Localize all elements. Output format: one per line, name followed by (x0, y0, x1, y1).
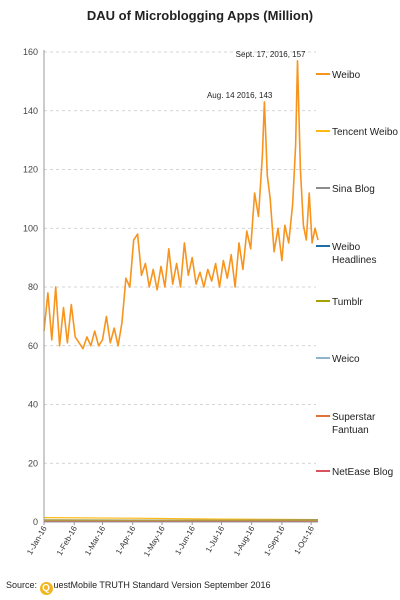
annotation-layer: Aug. 14 2016, 143 Sept. 17, 2016, 157 (207, 50, 306, 100)
legend-label: Tumblr (332, 297, 363, 308)
y-tick-label: 160 (23, 47, 38, 57)
source-prefix: Source: (6, 580, 38, 590)
x-tick-label: 1-Oct-16 (293, 524, 317, 556)
legend-label: Sina Blog (332, 184, 375, 195)
series-line-tencent-weibo (43, 517, 319, 521)
x-tick-label: 1-Jan-16 (25, 524, 49, 556)
legend-label: Tencent Weibo (332, 127, 398, 138)
legend-label: NetEase Blog (332, 467, 393, 478)
y-tick-label: 140 (23, 106, 38, 116)
y-tick-label: 60 (28, 341, 38, 351)
x-tick-label: 1-Feb-16 (55, 524, 79, 557)
legend-label: Superstar Fantuan (332, 412, 376, 436)
y-tick-label: 120 (23, 165, 38, 175)
x-tick-label: 1-Jul-16 (204, 524, 227, 554)
legend-label: Weibo Headlines (332, 242, 376, 266)
y-tick-label: 100 (23, 223, 38, 233)
questmobile-logo-icon: Q (39, 582, 53, 595)
chart-title: DAU of Microblogging Apps (Million) (86, 8, 314, 23)
x-tick-label: 1-Aug-16 (232, 524, 257, 557)
peak-annotation: Sept. 17, 2016, 157 (236, 50, 306, 59)
legend-label: Weibo (332, 70, 361, 81)
x-tick-label: 1-May-16 (142, 524, 167, 558)
y-tick-label: 20 (28, 458, 38, 468)
y-tick-label: 0 (33, 517, 38, 527)
x-tick-label: 1-Mar-16 (83, 524, 107, 557)
source-text: uestMobile TRUTH Standard Version Septem… (53, 580, 271, 590)
y-tick-label: 80 (28, 282, 38, 292)
x-tick-label: 1-Sep-16 (262, 524, 287, 557)
legend: Weibo Tencent Weibo Sina Blog Weibo Headline… (316, 70, 398, 478)
y-tick-label: 40 (28, 400, 38, 410)
grid-layer (44, 51, 316, 464)
x-tick-label: 1-Apr-16 (114, 524, 138, 556)
series-line-weibo (43, 60, 319, 350)
peak-annotation: Aug. 14 2016, 143 (207, 91, 273, 100)
legend-label: Weico (332, 354, 360, 365)
series-layer (43, 60, 319, 523)
x-tick-label: 1-Jun-16 (173, 524, 197, 556)
